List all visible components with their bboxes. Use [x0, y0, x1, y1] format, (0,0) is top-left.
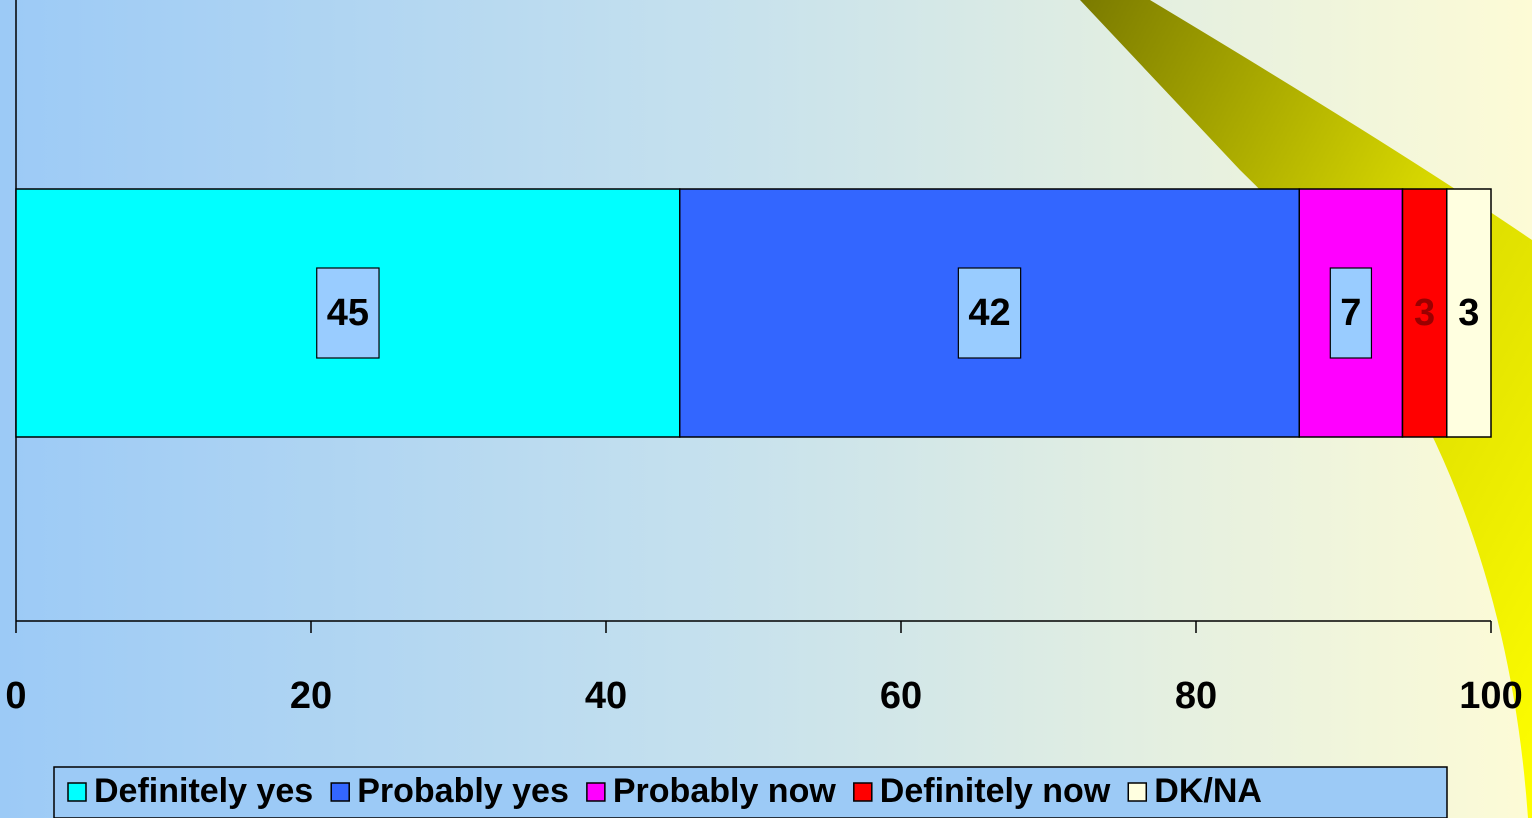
data-label-group: 3 — [1414, 292, 1435, 334]
data-label: 3 — [1458, 292, 1479, 334]
legend-swatch — [330, 782, 350, 802]
legend-swatch — [67, 782, 87, 802]
data-label-box — [1329, 267, 1373, 359]
data-label-group: 7 — [1329, 267, 1373, 359]
x-tick-label: 60 — [880, 675, 922, 717]
x-tick-label: 20 — [290, 675, 332, 717]
x-tick-label: 80 — [1175, 675, 1217, 717]
legend-swatch — [586, 782, 606, 802]
legend-swatch — [1127, 782, 1148, 802]
data-label: 42 — [968, 292, 1010, 334]
x-tick-label: 0 — [5, 675, 26, 717]
legend-swatch — [853, 782, 873, 802]
legend-label: Probably yes — [357, 772, 569, 810]
data-label-group: 3 — [1458, 292, 1479, 334]
data-label: 3 — [1414, 292, 1435, 334]
x-tick-label: 100 — [1459, 675, 1522, 717]
legend-label: Definitely now — [880, 772, 1111, 810]
data-label: 45 — [327, 292, 369, 334]
legend-box — [53, 766, 1448, 818]
data-label-box — [957, 267, 1022, 359]
data-label: 7 — [1340, 292, 1361, 334]
data-label-group: 42 — [957, 267, 1022, 359]
legend-label: Definitely yes — [94, 772, 313, 810]
bar-segment — [1446, 188, 1492, 438]
legend-label: Probably now — [613, 772, 836, 810]
bar-segment — [1298, 188, 1404, 438]
legend-label: DK/NA — [1154, 772, 1262, 810]
data-label-group: 45 — [316, 267, 380, 359]
data-label-box — [316, 267, 380, 359]
x-tick-label: 40 — [585, 675, 627, 717]
